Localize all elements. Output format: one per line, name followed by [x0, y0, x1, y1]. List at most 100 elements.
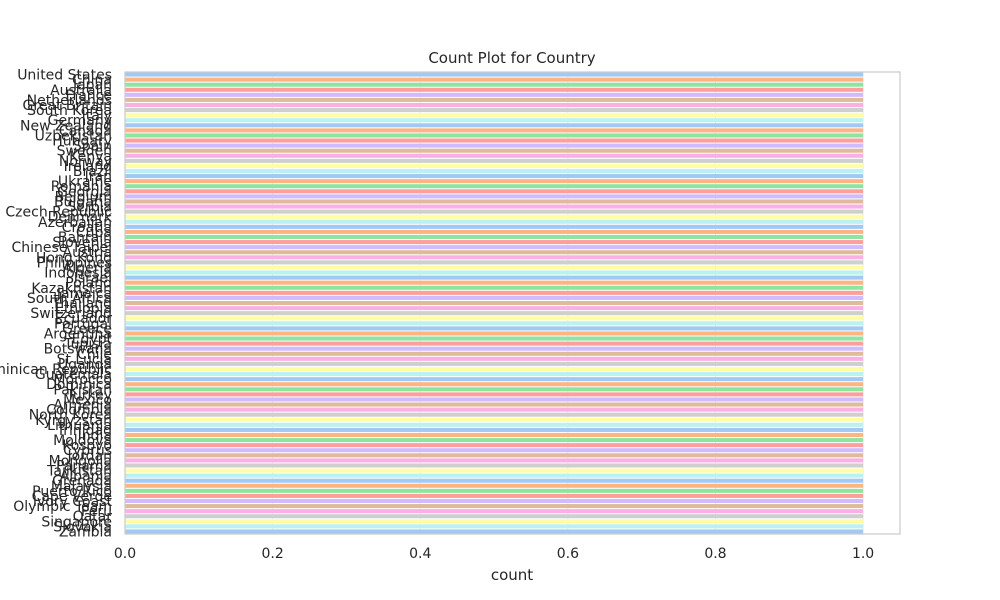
bar: [125, 366, 864, 372]
x-tick-label: 0.2: [261, 546, 283, 562]
bar: [125, 280, 864, 285]
y-tick-label: Lithuania: [47, 418, 112, 434]
bar: [125, 321, 864, 326]
y-tick-label: Kenya: [69, 149, 112, 165]
y-tick-label: Olympic Team: [13, 499, 112, 515]
bar: [125, 316, 864, 321]
plot-frame: [124, 71, 901, 535]
x-tick-label: 0.8: [704, 546, 726, 562]
bar: [125, 356, 864, 361]
bar: [125, 412, 864, 417]
y-tick-label: Albania: [60, 469, 112, 485]
x-tick-labels: 0.0 0.2 0.4 0.6 0.8 1.0: [114, 546, 874, 562]
bar: [125, 300, 864, 306]
y-tick-label: Belgium: [55, 189, 112, 205]
y-tick-label: India: [78, 428, 112, 444]
y-tick-label: South Africa: [27, 291, 112, 307]
y-tick-label: Botswana: [44, 342, 112, 358]
bar: [125, 92, 864, 97]
y-tick-label: Panama: [56, 458, 112, 474]
bar: [125, 184, 864, 189]
y-tick-label: Italy: [82, 108, 112, 124]
y-tick-label: North Korea: [29, 408, 112, 424]
bar: [125, 377, 864, 382]
x-tick-label: 0.4: [409, 546, 431, 562]
bar: [125, 199, 864, 204]
bar: [125, 123, 864, 128]
y-tick-label: Mongolia: [49, 453, 112, 469]
bar: [125, 453, 864, 458]
y-tick-label: Chile: [77, 347, 112, 363]
bar: [125, 331, 864, 336]
y-tick-label: Ukraine: [58, 174, 112, 190]
bar: [125, 463, 864, 468]
y-tick-label: Ecuador: [55, 311, 112, 327]
bar: [125, 255, 864, 260]
bar: [125, 326, 864, 331]
y-tick-label: Serbia: [67, 200, 112, 216]
bar: [125, 341, 864, 346]
bar: [125, 102, 864, 108]
bar: [125, 118, 864, 123]
y-tick-label: Netherlands: [27, 93, 112, 109]
y-tick-label: Colombia: [46, 403, 112, 419]
bar: [125, 194, 864, 199]
y-tick-label: Cyprus: [63, 443, 112, 459]
bar: [125, 382, 864, 387]
bar: [125, 270, 864, 275]
bar: [125, 143, 864, 148]
bar: [125, 346, 864, 351]
bar: [125, 392, 864, 397]
bar: [125, 163, 864, 168]
y-tick-label: Argentina: [44, 326, 112, 342]
y-tick-label: Tajikistan: [46, 464, 112, 480]
y-tick-label: United States: [17, 68, 112, 84]
y-tick-label: Sweden: [57, 144, 112, 160]
bar: [125, 295, 864, 300]
y-tick-label: Ireland: [64, 159, 112, 175]
y-tick-label: Canada: [59, 123, 112, 139]
bar: [125, 483, 864, 488]
y-tick-label: Ivory Coast: [33, 494, 113, 510]
y-tick-label: Great Britain: [22, 98, 112, 114]
bar: [125, 204, 864, 209]
bar: [125, 498, 864, 504]
bar: [125, 224, 864, 229]
y-tick-label: Greece: [62, 321, 112, 337]
bar: [125, 158, 864, 163]
y-tick-label: Dominican Republic: [0, 362, 112, 378]
y-tick-label: Kyrgyzstan: [35, 413, 112, 429]
y-tick-label: Qatar: [73, 509, 113, 525]
y-tick-label: Singapore: [41, 514, 112, 530]
y-tick-label: Israel: [74, 271, 112, 287]
y-tick-label: Peru: [81, 504, 112, 520]
bar: [125, 509, 864, 514]
y-tick-label: Pakistan: [53, 382, 112, 398]
bar: [125, 448, 864, 453]
bar: [125, 153, 864, 158]
bar: [125, 275, 864, 280]
y-tick-label: Australia: [50, 83, 112, 99]
y-tick-label: Uganda: [58, 357, 112, 373]
y-tick-label: Chinese Taipei: [12, 240, 112, 256]
y-tick-label: Portugal: [54, 316, 112, 332]
bar: [125, 113, 864, 118]
y-tick-label: Bulgaria: [54, 194, 112, 210]
bar: [125, 524, 864, 529]
bar: [125, 148, 864, 153]
y-tick-label: Iran: [85, 169, 112, 185]
bar: [125, 397, 864, 402]
bar: [125, 214, 864, 219]
bar: [125, 189, 864, 194]
y-tick-label: Trinidad: [56, 423, 112, 439]
y-tick-label: Cape Verde: [32, 489, 112, 505]
y-tick-label: Mexico: [63, 392, 112, 408]
y-tick-label: Poland: [65, 276, 112, 292]
y-tick-label: Dominica: [46, 377, 112, 393]
bar: [125, 473, 864, 478]
bar: [125, 77, 864, 82]
y-tick-label: Kazakhstan: [31, 281, 112, 297]
y-tick-label: Jamaica: [56, 286, 112, 302]
bar: [125, 245, 864, 250]
